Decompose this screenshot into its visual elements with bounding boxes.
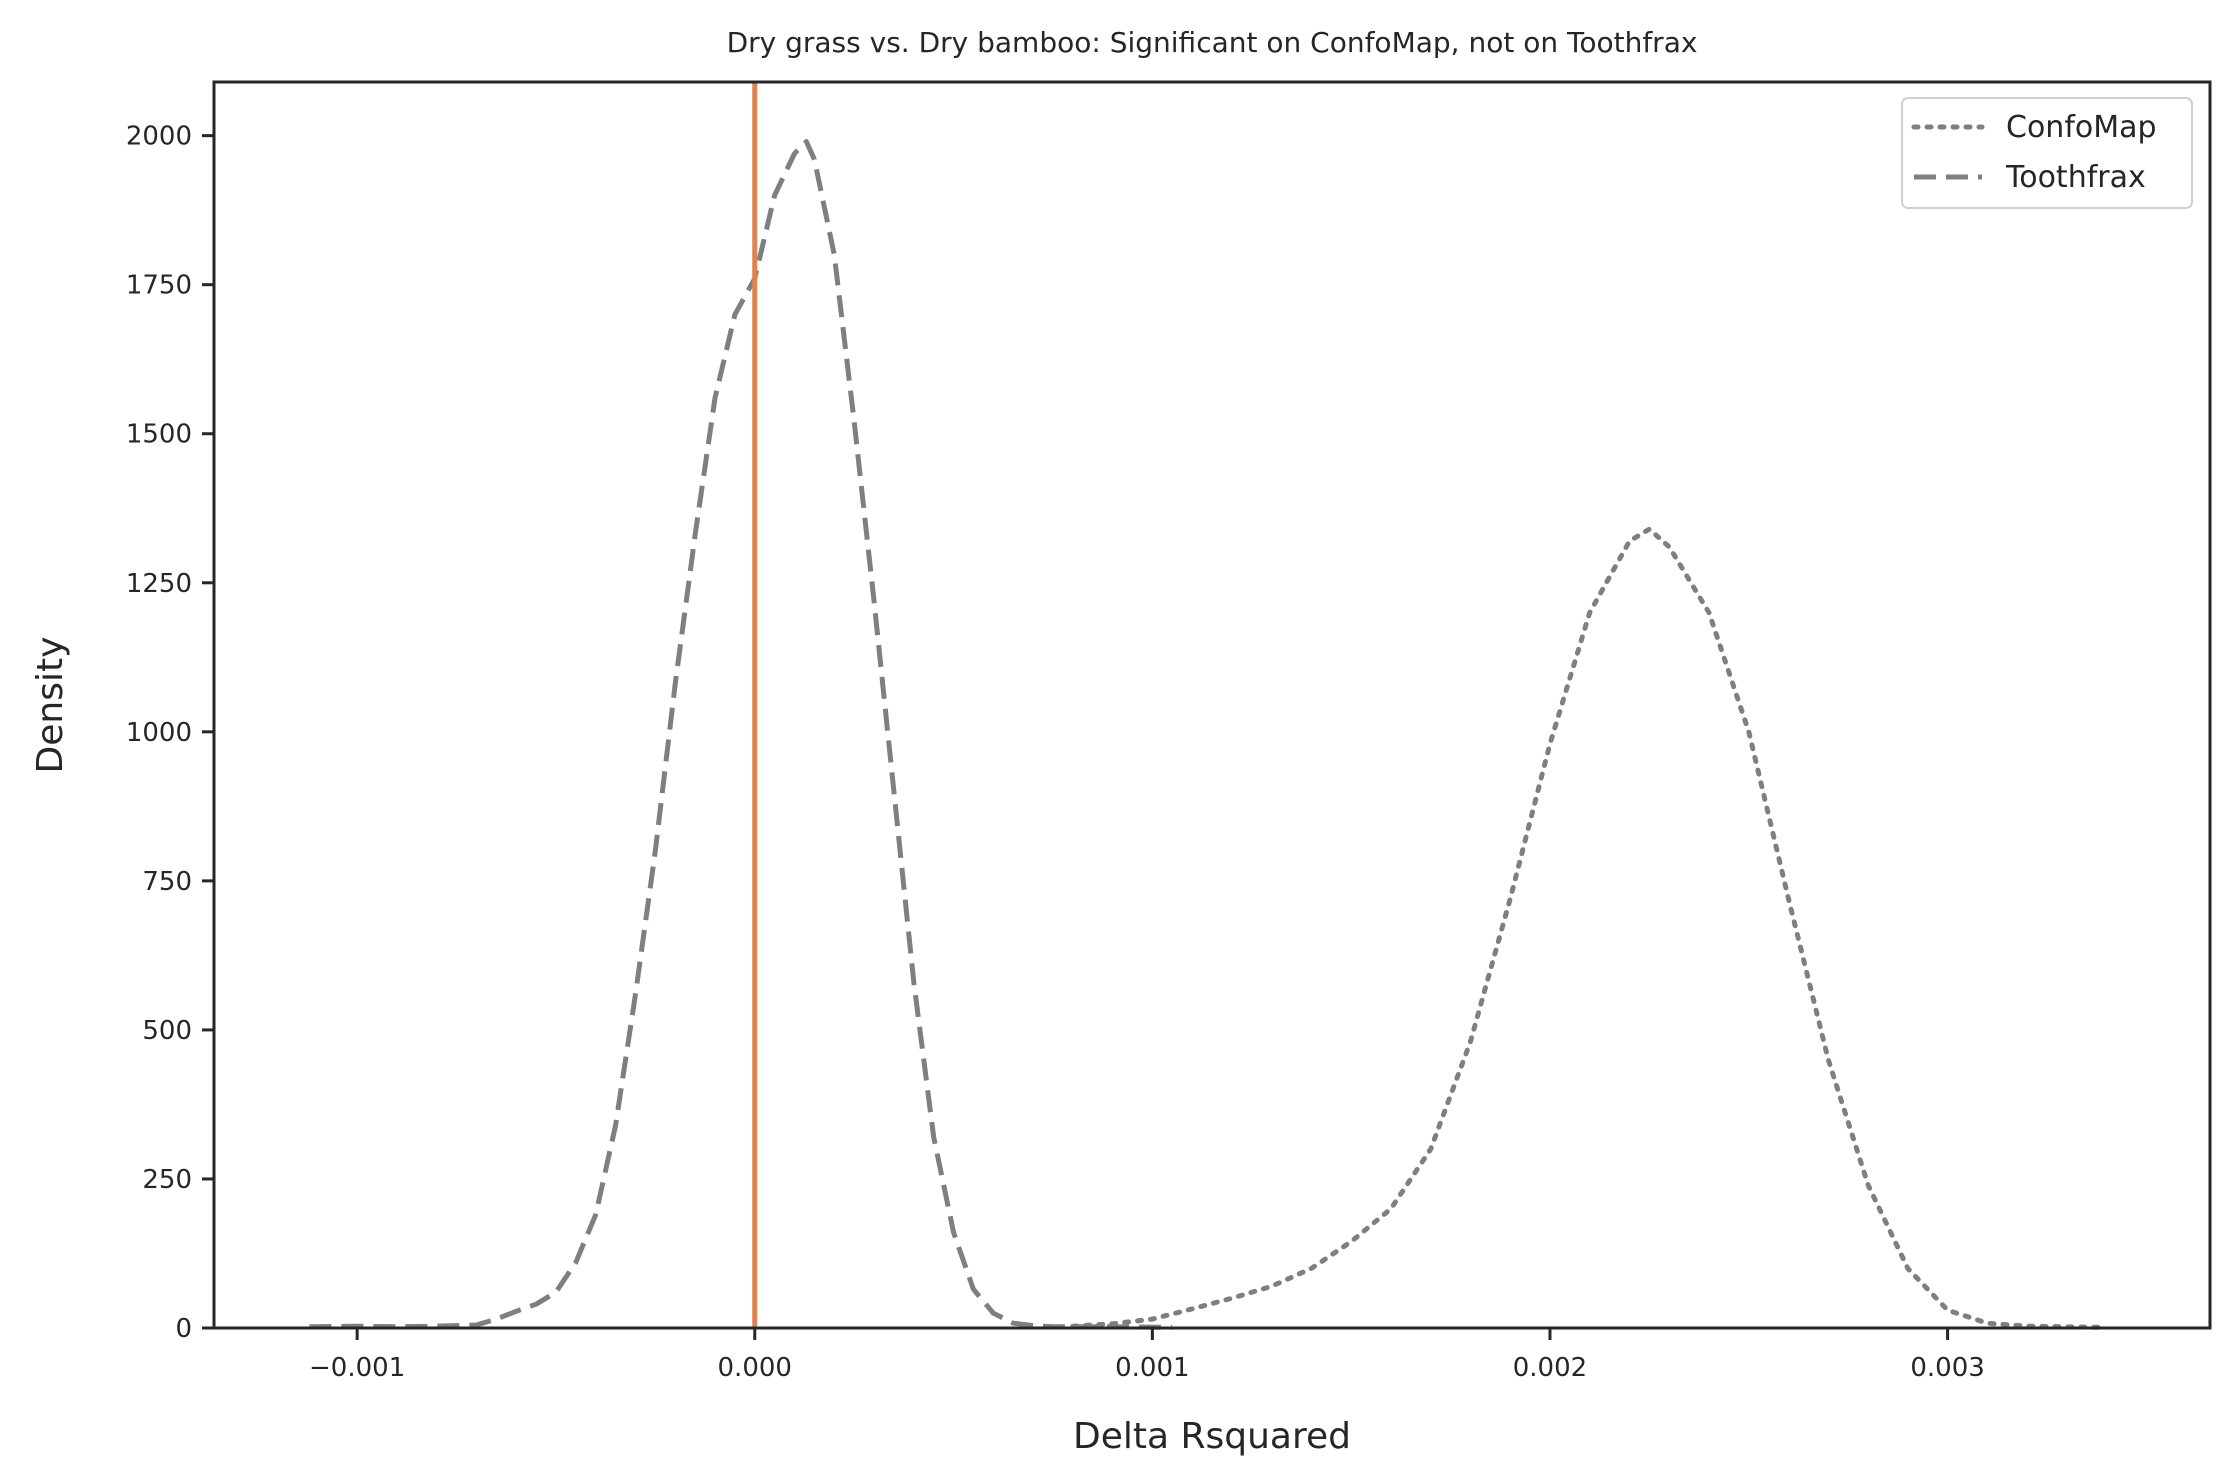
y-axis-ticks: 0 250 500 750 1000 1250 1500 1750 2000 [126,122,214,1344]
y-tick-label: 0 [175,1314,192,1344]
x-tick-label: 0.003 [1910,1353,1984,1383]
y-tick-label: 1250 [126,569,192,599]
x-tick-label: 0.001 [1115,1353,1189,1383]
y-tick-label: 1750 [126,271,192,301]
legend-box [1901,97,2193,209]
y-tick-label: 250 [142,1165,192,1195]
legend-label-confomap: ConfoMap [2006,110,2157,145]
y-tick-label: 2000 [126,122,192,152]
y-tick-label: 1500 [126,420,192,450]
y-tick-label: 500 [142,1016,192,1046]
series-line-confomap [1070,526,2110,1330]
y-tick-label: 1000 [126,718,192,748]
y-tick-label: 750 [142,867,192,897]
x-tick-label: 0.002 [1513,1353,1587,1383]
chart-title: Dry grass vs. Dry bamboo: Significant on… [727,26,1698,59]
plot-frame [212,80,2212,1330]
x-axis-title: Delta Rsquared [1073,1416,1351,1457]
legend-items: ConfoMap Toothfrax [1911,110,2157,195]
x-tick-label: −0.001 [309,1353,405,1383]
plot-area [212,80,2212,1330]
y-axis-title: Density [30,637,71,774]
x-axis-ticks: −0.001 0.000 0.001 0.002 0.003 [309,1328,1985,1383]
legend-label-toothfrax: Toothfrax [2005,160,2146,195]
series-line-toothfrax [309,139,1173,1330]
x-tick-label: 0.000 [718,1353,792,1383]
legend: ConfoMap Toothfrax [1901,97,2193,209]
series-layer [309,139,2110,1330]
